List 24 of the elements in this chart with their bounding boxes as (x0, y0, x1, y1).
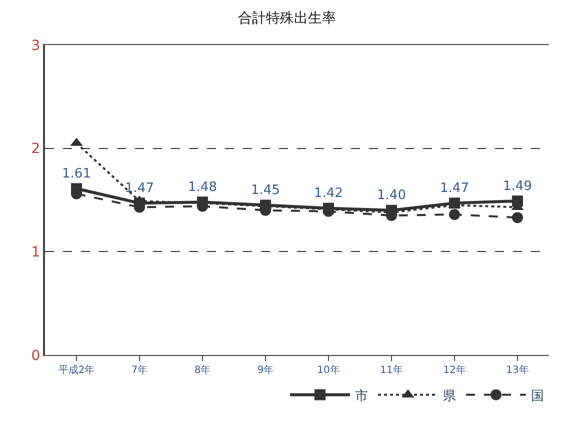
data-label: 1.40 (377, 188, 406, 204)
legend-label: 市 (355, 388, 368, 404)
data-label: 1.49 (503, 178, 532, 194)
data-label: 1.47 (125, 180, 154, 196)
x-tick-label: 平成2年 (58, 364, 95, 376)
x-tick-label: 10年 (317, 364, 340, 376)
y-tick-label: 3 (31, 38, 40, 54)
y-tick-label: 0 (31, 348, 40, 364)
x-tick-label: 12年 (443, 364, 466, 376)
legend-label: 国 (531, 388, 544, 404)
data-label: 1.47 (440, 180, 469, 196)
data-label: 1.42 (314, 186, 343, 202)
y-tick-label: 1 (31, 244, 40, 261)
data-label: 1.45 (251, 183, 280, 198)
x-tick-label: 13年 (506, 364, 529, 376)
x-tick-label: 9年 (257, 364, 274, 376)
legend-label: 県 (443, 388, 456, 404)
y-tick-label: 2 (31, 141, 40, 158)
x-tick-label: 11年 (380, 364, 403, 376)
data-label: 1.48 (188, 180, 217, 195)
x-tick-label: 7年 (131, 364, 148, 376)
x-tick-label: 8年 (194, 364, 211, 376)
chart-title: 合計特殊出生率 (238, 10, 336, 26)
data-label: 1.61 (62, 166, 91, 182)
